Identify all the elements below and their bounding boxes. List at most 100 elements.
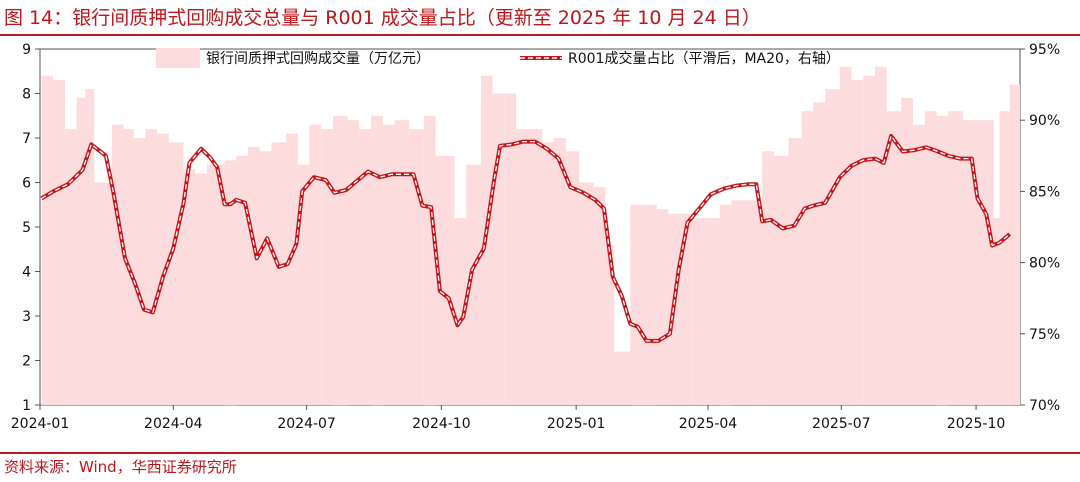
x-tick-label: 2024-01 [11,416,70,432]
volume-bar [333,115,348,406]
volume-bar [111,124,124,405]
volume-bar [656,209,669,405]
volume-bar [542,142,555,405]
volume-bar [788,138,802,405]
volume-bar [94,182,112,405]
volume-bar [271,142,286,405]
volume-bar [886,111,902,406]
volume-bar [993,218,1000,405]
volume-bar [605,244,615,405]
volume-bar [466,164,481,405]
volume-bar [454,218,467,405]
volume-bar [371,115,383,406]
volume-bar [321,129,333,405]
volume-bar [743,200,763,405]
volume-bar [706,218,720,405]
volume-bar [839,66,852,406]
volume-bar [731,200,744,405]
legend-swatch-volume [156,48,200,68]
volume-bar [875,66,887,406]
volume-bar [813,102,826,406]
x-tick-label: 2025-10 [947,416,1006,432]
volume-bar [157,133,169,405]
y-left-tick-label: 5 [22,220,31,236]
volume-bar [224,160,237,406]
volume-bar [691,218,707,405]
volume-bar [76,97,86,406]
volume-bar [145,129,158,405]
volume-bar [825,89,840,405]
volume-bar [554,138,566,405]
y-left-tick-label: 3 [22,309,31,325]
volume-bar [347,120,360,405]
x-tick-label: 2025-07 [812,416,871,432]
volume-bar [409,129,424,405]
volume-bars [41,66,1020,406]
volume-bar [863,75,875,405]
footer-divider [0,452,1080,454]
volume-bar [773,155,789,405]
volume-bar [801,111,814,406]
x-tick-label: 2024-10 [412,416,471,432]
volume-bar [913,124,925,405]
y-left-tick-label: 1 [22,398,31,414]
volume-bar [41,75,54,405]
volume-bar [579,182,594,405]
volume-bar [286,133,298,405]
x-tick-label: 2024-04 [144,416,203,432]
volume-bar [259,151,272,405]
y-right-tick-label: 80% [1029,256,1060,272]
x-tick-label: 2025-01 [547,416,606,432]
y-left-tick-label: 7 [22,131,31,147]
volume-bar [423,115,436,406]
volume-bar [382,124,395,405]
volume-bar [504,93,517,405]
y-right-tick-label: 85% [1029,184,1060,200]
volume-bar [645,204,657,406]
y-left-tick-label: 6 [22,176,31,192]
volume-bar [719,204,732,406]
y-right-tick-label: 95% [1029,42,1060,58]
volume-bar [999,111,1010,406]
r001-line-inner [41,135,1011,342]
y-left-tick-label: 2 [22,354,31,370]
volume-bar [297,164,310,405]
x-tick-label: 2024-07 [277,416,336,432]
volume-bar [359,129,371,405]
axes: 1 2 3 4 5 6 7 8 9 70% 75% 80% 85% 90% 95% 2024-01 2024-0… [11,42,1060,432]
volume-bar [680,213,692,405]
figure-title: 图 14：银行间质押式回购成交总量与 R001 成交量占比（更新至 2025 年… [4,7,761,29]
legend-label-volume: 银行间质押式回购成交量（万亿元） [206,50,430,67]
volume-bar [614,351,631,405]
y-right-tick-label: 90% [1029,113,1060,129]
volume-bar [851,80,864,405]
volume-bar [516,129,528,405]
volume-bar [168,142,184,405]
legend-label-r001: R001成交量占比（平滑后，MA20，右轴） [568,50,840,67]
volume-bar [527,129,543,405]
r001-share-line [40,133,1011,343]
title-divider [0,34,1080,36]
y-left-tick-label: 9 [22,42,31,58]
volume-bar [53,80,65,405]
volume-bar [565,151,580,405]
volume-bar [901,97,913,406]
volume-bar [207,164,225,405]
volume-bar [1009,84,1020,405]
y-left-tick-label: 8 [22,87,31,103]
volume-bar [974,120,994,405]
volume-bar [85,89,95,405]
y-right-tick-label: 75% [1029,327,1060,343]
volume-bar [492,93,505,405]
volume-bar [962,120,975,405]
volume-bar [948,111,963,406]
volume-bar [309,124,322,405]
volume-bar [394,120,410,405]
volume-bar [195,173,207,405]
volume-bar [762,151,774,405]
volume-bar [630,204,645,406]
volume-bar [924,111,937,406]
volume-bar [236,155,248,405]
volume-bar [593,186,606,405]
y-right-tick-label: 70% [1029,398,1060,414]
